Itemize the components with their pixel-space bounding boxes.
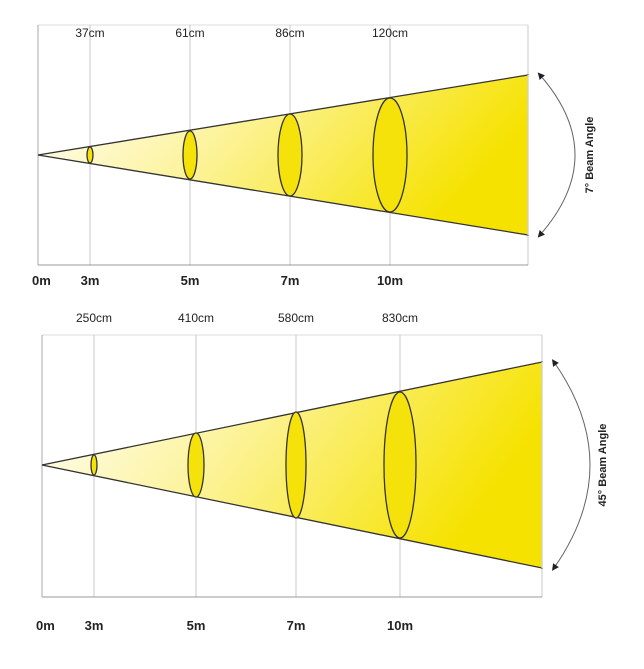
beam-width-label: 830cm: [382, 311, 418, 325]
distance-label: 10m: [387, 618, 413, 633]
beam-width-label: 580cm: [278, 311, 314, 325]
beam-width-label: 86cm: [275, 26, 304, 40]
distance-label: 5m: [181, 273, 200, 288]
distance-label: 7m: [287, 618, 306, 633]
beam-spot: [383, 391, 417, 539]
angle-arc: [551, 359, 591, 571]
beam-width-label: 250cm: [76, 311, 112, 325]
beam-spot: [285, 411, 307, 519]
beam-width-label: 61cm: [175, 26, 204, 40]
distance-label: 7m: [281, 273, 300, 288]
beam-spot: [182, 130, 198, 180]
angle-label: 45° Beam Angle: [597, 424, 609, 507]
angle-arc: [537, 72, 576, 238]
distance-label: 3m: [81, 273, 100, 288]
beam-spot: [277, 113, 303, 197]
beam-spot: [86, 146, 94, 164]
beam-width-label: 37cm: [75, 26, 104, 40]
beam-width-label: 410cm: [178, 311, 214, 325]
distance-label: 5m: [187, 618, 206, 633]
distance-label: 3m: [85, 618, 104, 633]
panel: 37cm 61cm 86cm 120cm 0m 3m 5m 7m 10m 7° Beam Angl…: [32, 24, 596, 288]
panel: 250cm 410cm 580cm 830cm 0m 3m 5m 7m 10m 45° Beam …: [36, 311, 609, 633]
beam-spot: [187, 432, 205, 498]
beam-spot: [90, 454, 98, 476]
beam-width-label: 120cm: [372, 26, 408, 40]
angle-label: 7° Beam Angle: [584, 117, 596, 194]
distance-label: 0m: [32, 273, 51, 288]
distance-label: 10m: [377, 273, 403, 288]
beam-spot: [372, 97, 408, 213]
distance-label: 0m: [36, 618, 55, 633]
